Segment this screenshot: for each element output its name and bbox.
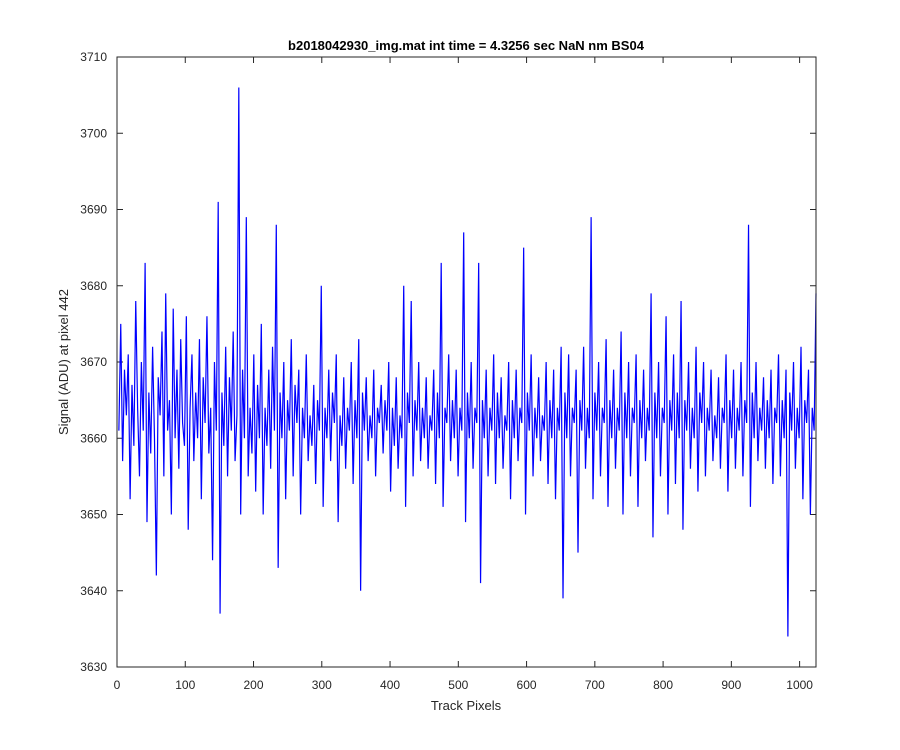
x-tick-label: 200	[244, 678, 264, 692]
x-tick-label: 600	[517, 678, 537, 692]
x-axis-label: Track Pixels	[431, 698, 502, 713]
data-series-group	[118, 87, 817, 637]
y-tick-label: 3680	[80, 279, 107, 293]
y-axis-label: Signal (ADU) at pixel 442	[56, 289, 71, 435]
y-tick-label: 3670	[80, 355, 107, 369]
x-tick-label: 500	[448, 678, 468, 692]
x-tick-label: 800	[653, 678, 673, 692]
chart-title: b2018042930_img.mat int time = 4.3256 se…	[288, 38, 645, 53]
y-tick-label: 3630	[80, 660, 107, 674]
x-tick-label: 100	[175, 678, 195, 692]
x-tick-label: 0	[114, 678, 121, 692]
series-line-0	[118, 87, 817, 637]
y-tick-label: 3660	[80, 431, 107, 445]
x-tick-label: 900	[721, 678, 741, 692]
x-tick-label: 700	[585, 678, 605, 692]
y-tick-label: 3690	[80, 203, 107, 217]
axis-ticks: 0 100 200 300 400 500 600 700 800 900 1000 3630 3640…	[80, 50, 816, 692]
x-tick-label: 1000	[786, 678, 813, 692]
axes-box	[116, 56, 817, 668]
x-tick-label: 400	[380, 678, 400, 692]
y-tick-label: 3640	[80, 584, 107, 598]
y-tick-label: 3700	[80, 126, 107, 140]
plot-area	[117, 57, 816, 667]
x-tick-label: 300	[312, 678, 332, 692]
y-tick-label: 3710	[80, 50, 107, 64]
y-tick-label: 3650	[80, 508, 107, 522]
